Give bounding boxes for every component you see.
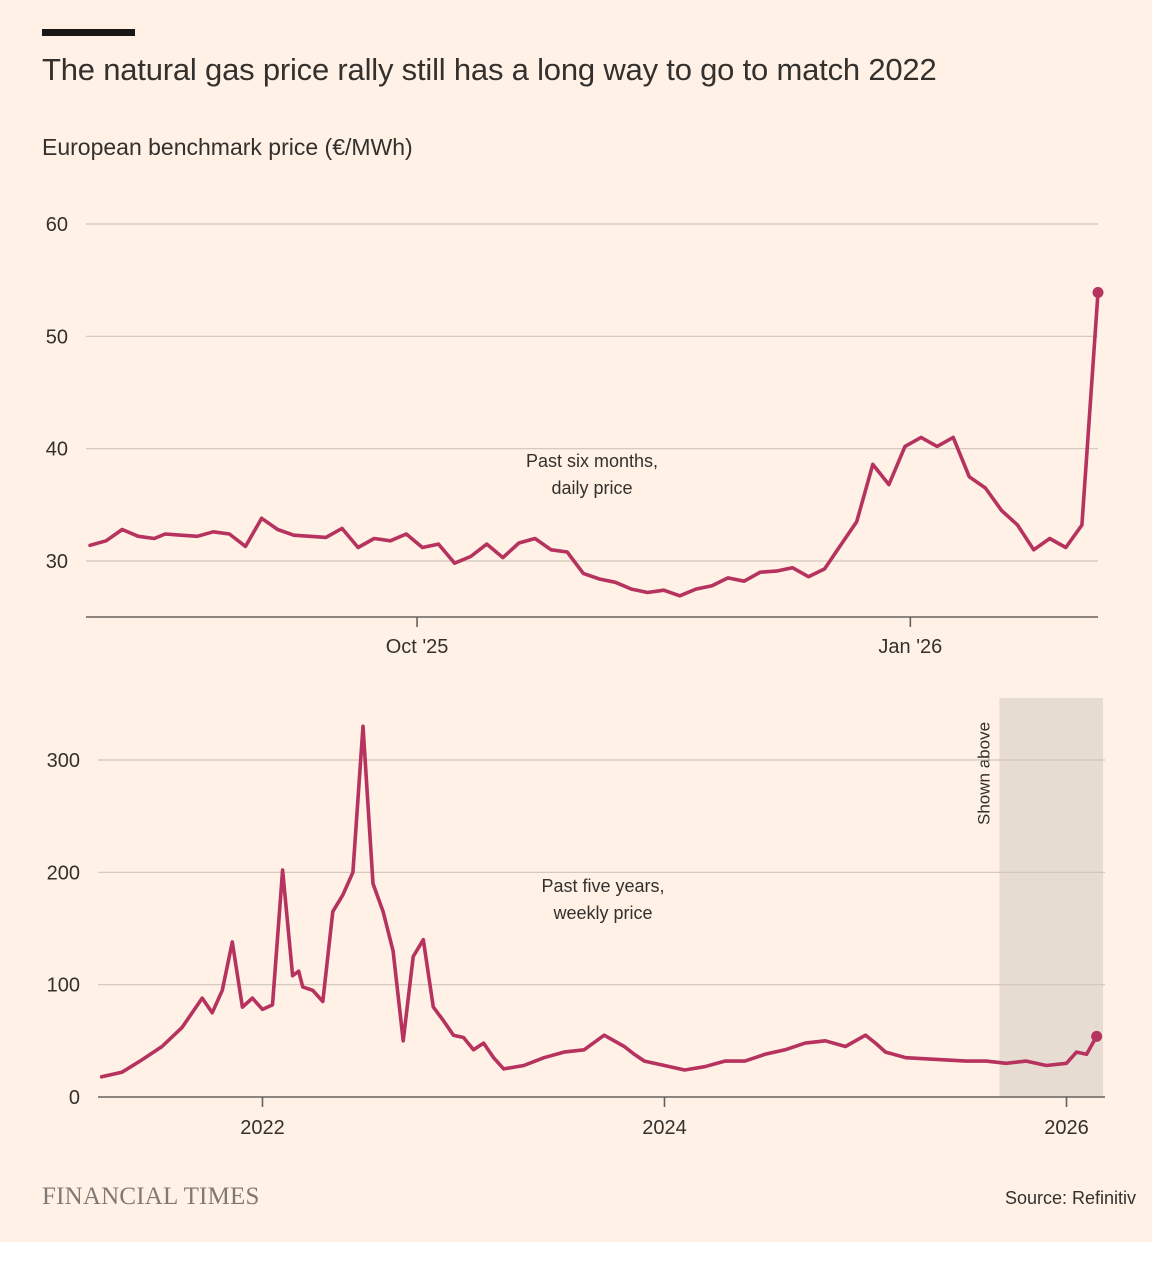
series-annotation: Past five years, (541, 876, 664, 896)
top-rule (42, 29, 135, 36)
y-tick-label: 50 (46, 326, 68, 348)
y-tick-label: 200 (47, 862, 80, 884)
five-year-chart: Shown above 0 100 200 300 2022 2024 2026 Past fi… (47, 698, 1105, 1139)
y-tick-label: 30 (46, 551, 68, 573)
x-tick-label: Jan '26 (878, 636, 942, 658)
series-line (88, 290, 1100, 598)
series-annotation: daily price (551, 478, 632, 498)
shaded-region (999, 698, 1104, 1097)
x-tick-label: 2024 (642, 1117, 687, 1139)
shaded-region-label: Shown above (974, 722, 993, 825)
brand-logo-text: FINANCIAL TIMES (42, 1183, 260, 1210)
y-tick-label: 60 (46, 214, 68, 236)
x-tick-label: 2026 (1044, 1117, 1089, 1139)
y-tick-label: 40 (46, 439, 68, 461)
chart-card: The natural gas price rally still has a … (0, 0, 1152, 1242)
y-tick-label: 0 (69, 1087, 80, 1109)
chart-title: The natural gas price rally still has a … (42, 52, 937, 87)
end-point-marker (1092, 287, 1104, 299)
series-annotation: Past six months, (526, 451, 658, 471)
end-point-marker (1091, 1030, 1103, 1042)
source-note: Source: Refinitiv (1004, 1188, 1136, 1208)
series-line (99, 724, 1099, 1079)
y-tick-label: 300 (47, 750, 80, 772)
charts-canvas: 30 40 50 60 Oct '25 Jan '26 Past six months, da… (46, 214, 1105, 1139)
chart-subtitle: European benchmark price (€/MWh) (42, 134, 413, 160)
x-tick-label: Oct '25 (386, 636, 449, 658)
x-tick-label: 2022 (240, 1117, 285, 1139)
six-month-chart: 30 40 50 60 Oct '25 Jan '26 Past six months, da… (46, 214, 1104, 658)
series-annotation: weekly price (552, 903, 652, 923)
y-tick-label: 100 (47, 975, 80, 997)
